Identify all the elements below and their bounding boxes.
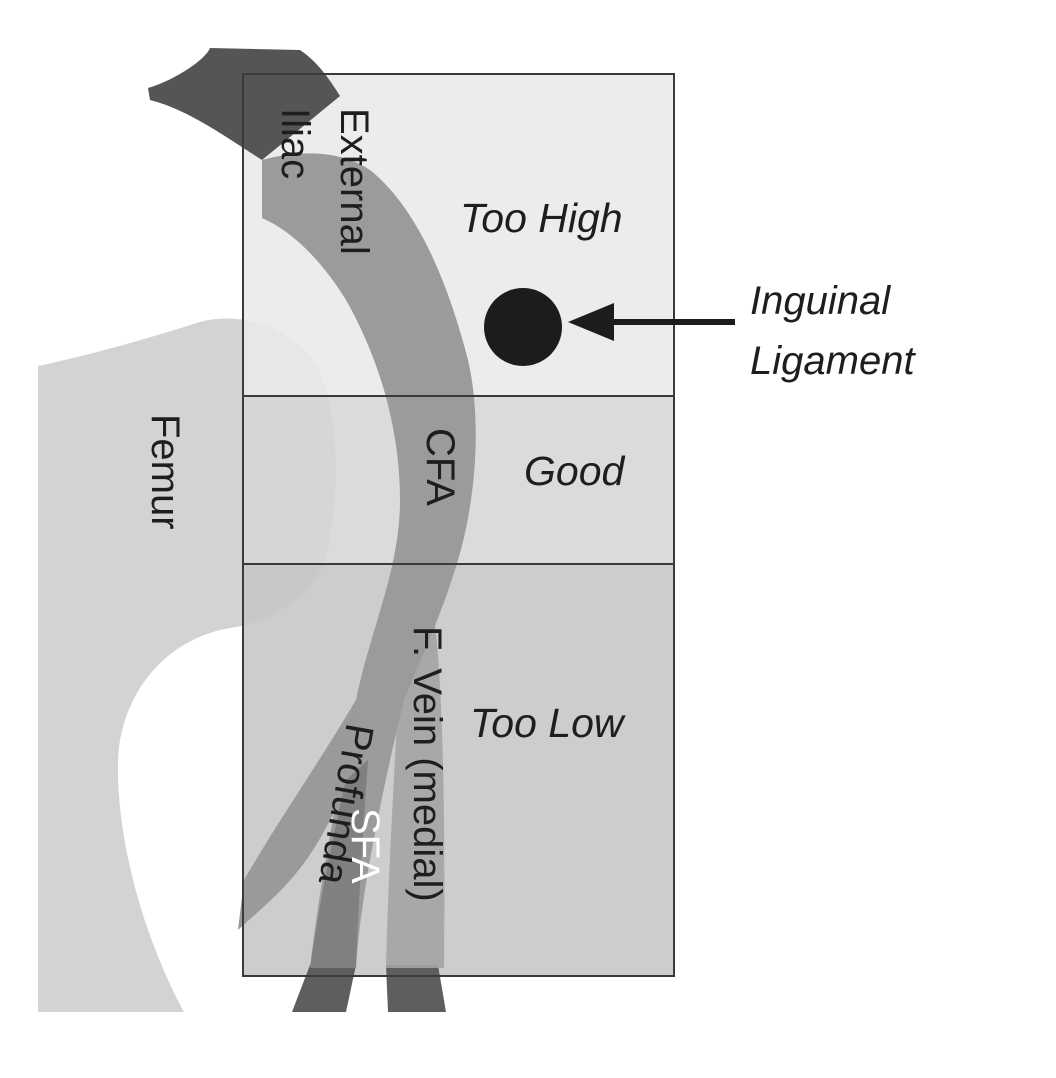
zone-label-too-high: Too High [460, 195, 623, 241]
zone-too-low [243, 564, 674, 976]
sfa-artery [310, 760, 368, 968]
inguinal-ligament-dot [484, 288, 562, 366]
zone-borders [242, 73, 675, 977]
label-femur: Femur [143, 414, 187, 530]
callout-ligament: Ligament [750, 339, 916, 383]
inguinal-ligament-arrow [568, 303, 735, 341]
label-cfa: CFA [418, 428, 462, 506]
femoral-vein-stub [386, 965, 446, 1012]
zone-label-good: Good [524, 448, 625, 494]
zone-label-too-low: Too Low [470, 700, 626, 746]
callout-inguinal: Inguinal [750, 279, 891, 323]
label-iliac: Iliac [273, 108, 317, 179]
external-iliac-artery [262, 153, 476, 968]
label-external: External [332, 108, 376, 255]
label-sfa: SFA [343, 808, 387, 884]
label-femoral-vein: F. Vein (medial) [405, 626, 449, 902]
